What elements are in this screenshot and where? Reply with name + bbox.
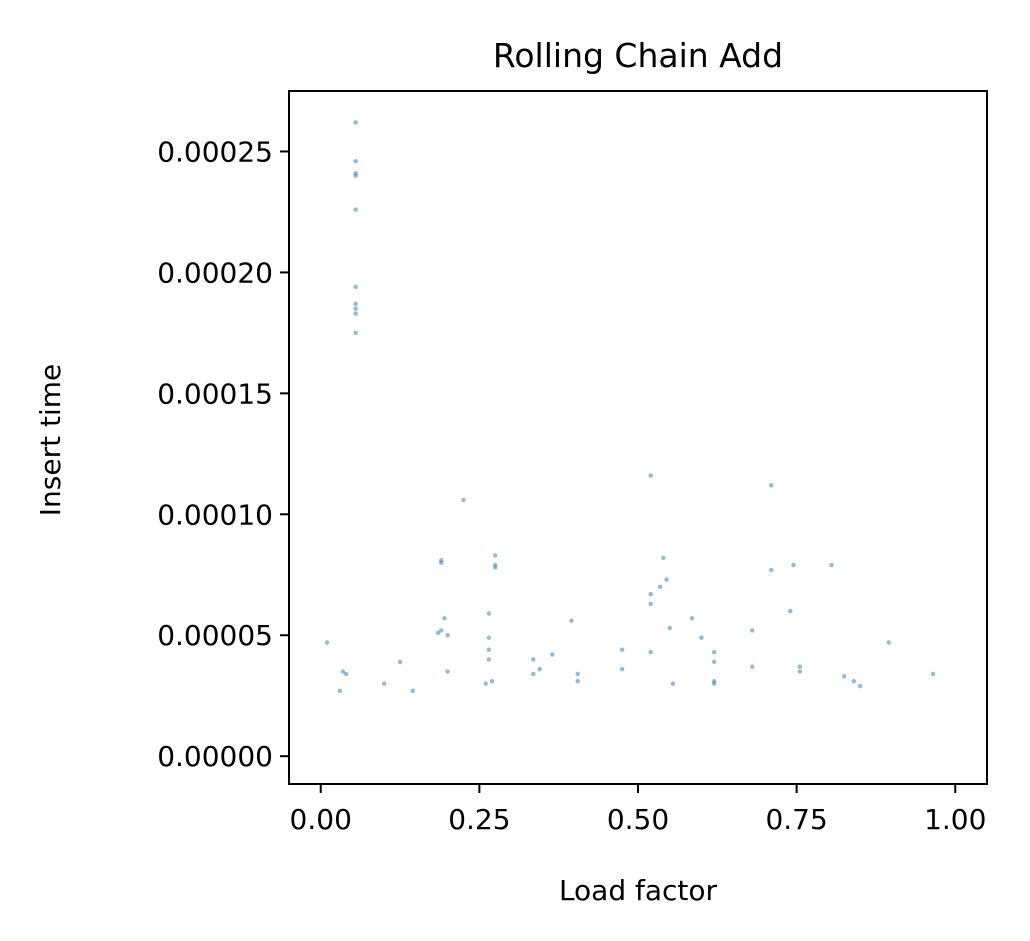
data-point [648, 601, 653, 606]
data-point [397, 659, 403, 665]
y-axis: 0.00000 0.00005 0.00010 0.00015 0.00020 0.000… [157, 135, 289, 773]
data-point [930, 671, 936, 677]
data-point [445, 633, 450, 638]
data-point [340, 669, 346, 674]
data-point [353, 284, 358, 290]
data-point [619, 647, 625, 652]
data-point [353, 311, 358, 316]
data-point [461, 497, 466, 502]
chart-title: Rolling Chain Add [493, 36, 783, 75]
y-tick-label: 0.00025 [157, 135, 273, 168]
data-point [486, 611, 492, 616]
data-point [442, 616, 447, 621]
data-point [435, 630, 441, 636]
x-tick-label: 0.25 [448, 803, 510, 836]
data-point [791, 562, 796, 568]
data-point [486, 635, 492, 640]
data-point [797, 664, 803, 669]
data-point [648, 591, 653, 597]
y-tick-label: 0.00005 [157, 619, 273, 652]
data-point [353, 207, 358, 212]
data-point [353, 306, 358, 311]
data-point [550, 652, 555, 657]
data-point [750, 664, 755, 669]
data-point [493, 565, 498, 570]
x-axis-label: Load factor [559, 874, 718, 907]
data-point [445, 669, 450, 674]
x-tick-label: 1.00 [924, 803, 986, 836]
data-point [648, 649, 653, 655]
data-point [664, 577, 669, 582]
data-point [575, 679, 580, 684]
data-point [711, 681, 717, 686]
data-point [575, 671, 580, 677]
y-tick-label: 0.00015 [157, 377, 273, 410]
data-point [324, 640, 330, 645]
data-point [489, 679, 495, 684]
x-tick-label: 0.75 [765, 803, 827, 836]
data-point [531, 657, 536, 662]
points-layer [324, 120, 936, 694]
data-point [439, 560, 444, 565]
data-point [769, 483, 774, 488]
data-point [353, 301, 358, 307]
data-point [537, 666, 542, 672]
data-point [842, 674, 847, 679]
plot-frame [288, 90, 988, 785]
data-point [483, 681, 488, 686]
data-point [531, 671, 536, 677]
x-tick-label: 0.50 [607, 803, 669, 836]
data-point [648, 473, 653, 478]
data-point [711, 659, 717, 665]
data-point [661, 555, 666, 561]
data-point [337, 688, 342, 694]
data-point [619, 666, 625, 672]
data-point [797, 669, 803, 674]
data-point [493, 553, 498, 558]
data-point [353, 120, 358, 125]
y-axis-label: Insert time [34, 364, 67, 516]
data-point [381, 681, 387, 686]
data-point [353, 173, 358, 178]
data-point [851, 679, 856, 684]
data-point [788, 608, 793, 614]
data-point [711, 649, 717, 655]
data-point [699, 635, 704, 640]
data-point [353, 330, 358, 336]
data-point [769, 567, 774, 573]
data-point [750, 628, 755, 633]
data-point [343, 671, 349, 677]
data-point [410, 688, 415, 694]
x-axis: 0.00 0.25 0.50 0.75 1.00 [290, 784, 986, 836]
data-point [689, 616, 695, 621]
data-point [486, 657, 492, 662]
data-point [670, 681, 676, 686]
data-point [569, 618, 574, 623]
y-tick-label: 0.00010 [157, 498, 273, 531]
data-point [667, 625, 672, 631]
y-tick-label: 0.00020 [157, 256, 273, 289]
data-point [658, 584, 663, 590]
data-point [886, 640, 891, 645]
data-point [439, 628, 444, 633]
data-point [486, 647, 492, 652]
x-tick-label: 0.00 [290, 803, 352, 836]
data-point [829, 562, 834, 568]
data-point [857, 683, 863, 689]
y-tick-label: 0.00000 [157, 740, 273, 773]
data-point [353, 158, 358, 164]
